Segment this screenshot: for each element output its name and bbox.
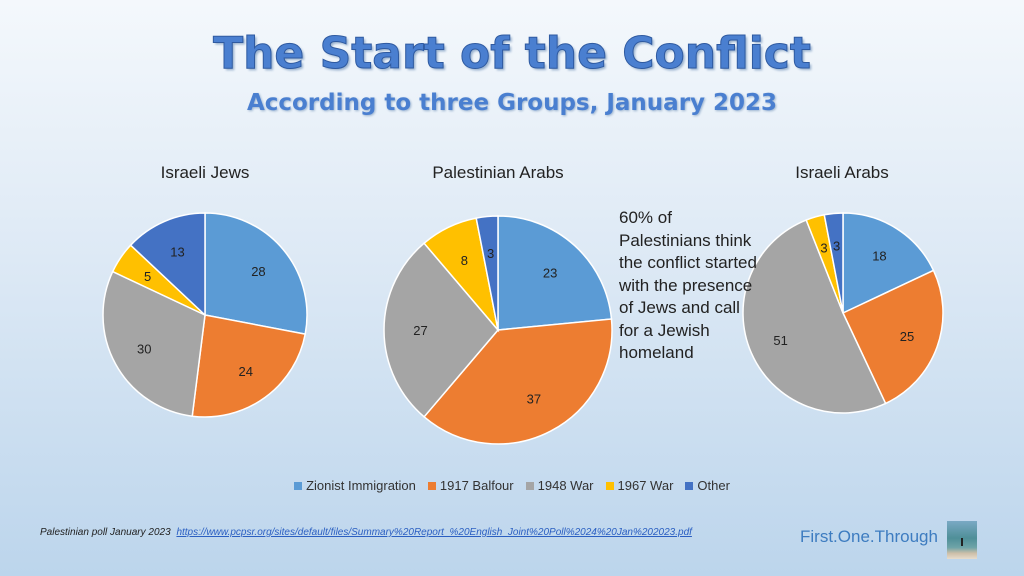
legend-label: 1917 Balfour: [439, 478, 514, 493]
legend-label: 1967 War: [617, 478, 674, 493]
pie-data-label: 30: [137, 341, 151, 356]
pie-data-label: 3: [820, 241, 827, 256]
pie-data-label: 23: [543, 266, 557, 281]
pie-data-label: 25: [900, 329, 914, 344]
pie-slice-1948-war: [102, 270, 206, 418]
pie-slice-1917-balfour: [423, 318, 613, 445]
brand-name: First.One.Through: [800, 527, 938, 546]
legend-swatch: [685, 481, 694, 490]
legend-item: 1967 War: [605, 478, 674, 493]
pie-slice-1917-balfour: [842, 269, 944, 405]
pie-data-label: 3: [487, 246, 494, 261]
pie-slice-zionist-immigration: [842, 212, 935, 315]
pie-title-israeli-arabs: Israeli Arabs: [795, 163, 889, 182]
legend-item: 1948 War: [525, 478, 594, 493]
legend-swatch: [427, 481, 436, 490]
pie-slice-1948-war: [742, 219, 887, 414]
legend-item: Zionist Immigration: [294, 478, 416, 493]
pie-slice-other: [129, 212, 206, 317]
pie-slice-1917-balfour: [191, 314, 307, 418]
footer-source: Palestinian poll January 2023 https://ww…: [40, 527, 692, 538]
pie-data-label: 13: [170, 244, 184, 259]
pie-slice-zionist-immigration: [497, 215, 613, 331]
pie-data-label: 24: [239, 364, 253, 379]
legend: Zionist Immigration 1917 Balfour 1948 War 1…: [0, 478, 1024, 493]
pie-slice-other: [475, 215, 499, 331]
pie-slice-other: [823, 212, 844, 314]
legend-label: Zionist Immigration: [306, 478, 416, 493]
pie-data-label: 27: [413, 323, 427, 338]
legend-swatch: [525, 481, 534, 490]
source-link[interactable]: https://www.pcpsr.org/sites/default/file…: [176, 527, 692, 538]
pie-data-label: 3: [833, 238, 840, 253]
pie-data-label: 18: [872, 249, 886, 264]
brand-logo-image: [947, 521, 977, 559]
legend-swatch: [605, 481, 614, 490]
slide-subtitle: According to three Groups, January 2023: [246, 90, 778, 116]
legend-item: 1917 Balfour: [427, 478, 514, 493]
source-label: Palestinian poll January 2023: [40, 527, 171, 538]
slide-title: The Start of the Conflict: [213, 28, 812, 80]
pie-data-label: 5: [144, 269, 151, 284]
pie-data-label: 51: [773, 333, 787, 348]
pie-title-israeli-jews: Israeli Jews: [160, 163, 250, 182]
legend-swatch: [294, 481, 303, 490]
pie-data-label: 28: [251, 264, 265, 279]
pie-slice-zionist-immigration: [204, 212, 308, 335]
legend-label: Other: [697, 478, 730, 493]
pie-data-label: 8: [461, 253, 468, 268]
legend-item: Other: [685, 478, 730, 493]
annotation-note: 60% of Palestinians think the conflict s…: [619, 208, 757, 362]
pie-slice-1948-war: [383, 242, 499, 418]
pie-title-palestinian-arabs: Palestinian Arabs: [432, 163, 564, 182]
pie-data-label: 37: [527, 392, 541, 407]
legend-label: 1948 War: [537, 478, 594, 493]
